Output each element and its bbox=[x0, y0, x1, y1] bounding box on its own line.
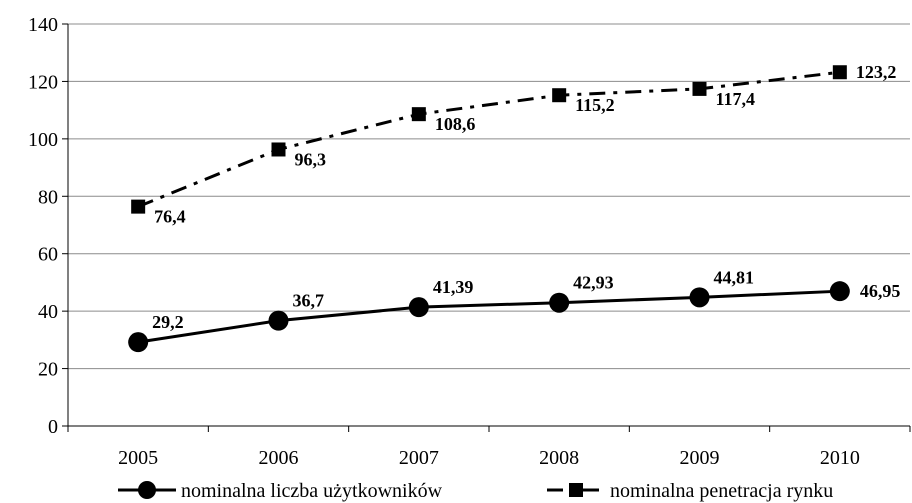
point-marker-circle bbox=[549, 292, 570, 313]
y-tick-label: 140 bbox=[28, 14, 58, 36]
point-marker-circle bbox=[268, 310, 289, 331]
y-tick-label: 120 bbox=[28, 71, 58, 93]
y-tick-label: 20 bbox=[38, 359, 58, 381]
point-marker-circle bbox=[408, 297, 429, 318]
y-tick-label: 0 bbox=[48, 416, 58, 438]
data-label: 123,2 bbox=[856, 62, 897, 82]
series-layer bbox=[128, 65, 850, 353]
data-label: 29,2 bbox=[152, 312, 184, 332]
legend-marker-square bbox=[569, 483, 583, 497]
x-tick-label-2006: 2006 bbox=[259, 447, 299, 469]
point-marker-square bbox=[131, 199, 146, 214]
x-tick-label-2005: 2005 bbox=[118, 447, 158, 469]
legend: nominalna liczba użytkowników nominalna p… bbox=[118, 480, 833, 502]
data-label: 117,4 bbox=[716, 89, 756, 109]
x-tick-label-2010: 2010 bbox=[820, 447, 860, 469]
gridlines bbox=[68, 23, 910, 370]
point-marker-square bbox=[271, 142, 286, 157]
point-marker-circle bbox=[128, 332, 149, 353]
data-label: 46,95 bbox=[860, 281, 901, 301]
point-marker-square bbox=[832, 65, 847, 80]
legend-label-series-2: nominalna penetracja rynku bbox=[610, 480, 833, 502]
legend-label-series-1: nominalna liczba użytkowników bbox=[181, 480, 443, 502]
data-label: 96,3 bbox=[295, 149, 327, 169]
legend-marker-circle bbox=[138, 481, 156, 499]
data-label: 115,2 bbox=[575, 95, 615, 115]
data-label: 36,7 bbox=[293, 291, 325, 311]
data-label: 44,81 bbox=[714, 267, 755, 287]
data-labels: 29,2 36,7 41,39 42,93 44,81 46,95 76,4 96,3 108,… bbox=[152, 62, 900, 332]
axes: 0 20 40 60 80 100 120 140 2005 2006 2007 2008 2009 20… bbox=[28, 14, 911, 469]
y-tick-label: 100 bbox=[28, 129, 58, 151]
x-tick-label-2009: 2009 bbox=[680, 447, 720, 469]
point-marker-square bbox=[552, 88, 567, 103]
series-line-2 bbox=[137, 70, 841, 209]
point-marker-square bbox=[692, 81, 707, 96]
x-tick-label-2007: 2007 bbox=[399, 447, 439, 469]
y-tick-label: 80 bbox=[38, 186, 58, 208]
data-label: 108,6 bbox=[435, 114, 476, 134]
data-label: 42,93 bbox=[573, 273, 614, 293]
y-tick-label: 60 bbox=[38, 244, 58, 266]
series-line-1 bbox=[137, 289, 840, 344]
point-marker-circle bbox=[689, 287, 710, 308]
point-marker-square bbox=[411, 107, 426, 122]
point-marker-circle bbox=[829, 281, 850, 302]
data-label: 41,39 bbox=[433, 277, 474, 297]
y-tick-label: 40 bbox=[38, 301, 58, 323]
x-tick-label-2008: 2008 bbox=[539, 447, 579, 469]
data-label: 76,4 bbox=[154, 207, 186, 227]
